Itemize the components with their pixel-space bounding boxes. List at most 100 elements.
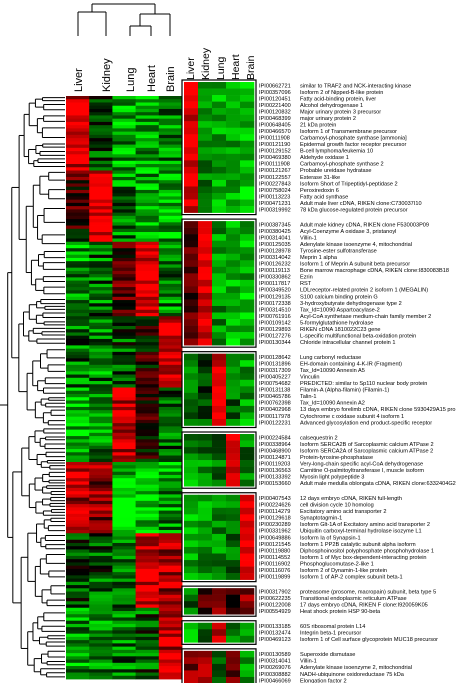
protein-description: RIKEN cDNA 1810022C23 gene [300, 327, 381, 333]
main-heatmap-cell [135, 134, 160, 139]
detail-heatmap-cell [226, 319, 241, 326]
main-heatmap-cell [112, 458, 136, 463]
main-heatmap-cell [158, 442, 183, 447]
main-heatmap-cell [66, 212, 90, 217]
main-heatmap-cell [66, 264, 90, 269]
main-heatmap-cell [135, 351, 160, 356]
main-heatmap-cell [158, 293, 183, 298]
main-heatmap-cell [66, 121, 90, 126]
main-heatmap-cell [135, 614, 160, 618]
main-heatmap-cell [158, 390, 183, 395]
detail-heatmap-cell [240, 473, 255, 481]
main-heatmap-cell [66, 387, 90, 392]
detail-heatmap-cell [212, 134, 227, 142]
detail-heatmap-cell [226, 292, 241, 300]
detail-heatmap-cell [198, 447, 213, 454]
main-heatmap-cell [66, 335, 90, 340]
main-heatmap-cell [112, 212, 136, 217]
cluster-frame [181, 492, 257, 583]
detail-heatmap-cell [240, 88, 255, 96]
main-heatmap-cell [66, 277, 90, 282]
main-heatmap-cell [135, 368, 160, 372]
detail-heatmap-cell [226, 440, 241, 448]
main-heatmap-cell [66, 672, 90, 677]
main-heatmap-cell [158, 484, 183, 489]
main-heatmap-cell [135, 316, 160, 320]
main-heatmap-cell [112, 504, 136, 508]
protein-description: Cytochrome c oxidase subunit 4 isoform 1 [300, 414, 404, 420]
protein-id: IPI00119899 [259, 574, 290, 580]
main-heatmap-cell [89, 180, 113, 184]
main-heatmap-cell [112, 384, 136, 388]
main-heatmap-cell [89, 121, 113, 126]
protein-id: IPI00622235 [259, 596, 291, 602]
main-heatmap-cell [158, 598, 183, 602]
detail-heatmap-cell [198, 635, 213, 643]
detail-heatmap-cell [198, 88, 213, 96]
detail-heatmap-cell [212, 514, 227, 522]
main-heatmap-cell [158, 248, 183, 252]
main-heatmap-cell [158, 303, 183, 307]
main-heatmap-cell [66, 458, 90, 463]
protein-id: IPI00465786 [259, 394, 291, 400]
main-heatmap-cell [89, 338, 113, 343]
main-heatmap-cell [112, 591, 136, 596]
detail-heatmap-cell [240, 299, 255, 307]
detail-heatmap-cell [212, 221, 227, 228]
main-heatmap-cell [112, 306, 136, 311]
main-heatmap-cell [158, 623, 183, 628]
detail-heatmap-cell [212, 88, 227, 96]
main-heatmap-cell [135, 248, 160, 252]
main-heatmap-cell [89, 154, 113, 158]
main-heatmap-cell [135, 581, 160, 586]
cluster-frame [181, 218, 257, 348]
main-heatmap-cell [135, 649, 160, 654]
detail-heatmap-cell [212, 227, 227, 235]
main-heatmap-cell [158, 455, 183, 460]
main-heatmap-cell [66, 669, 90, 673]
main-heatmap-cell [66, 601, 90, 605]
main-heatmap-cell [158, 449, 183, 453]
main-heatmap-cell [112, 549, 136, 554]
main-heatmap-cell [158, 112, 183, 116]
protein-id: IPI00648405 [259, 123, 291, 129]
main-heatmap-cell [66, 384, 90, 388]
detail-heatmap-cell [240, 286, 255, 294]
main-heatmap-cell [66, 491, 90, 495]
main-heatmap-cell [89, 510, 113, 515]
detail-heatmap-cell [226, 240, 241, 248]
main-heatmap-cell [66, 296, 90, 301]
main-column-label: Heart [146, 65, 158, 92]
main-heatmap-cell [158, 643, 183, 648]
protein-description: Isoform 1 of Transmembrane precursor [300, 129, 397, 135]
main-heatmap-cell [89, 319, 113, 324]
main-heatmap-cell [112, 115, 136, 120]
main-heatmap-cell [158, 614, 183, 618]
detail-heatmap-cell [198, 573, 213, 580]
main-heatmap-cell [158, 121, 183, 126]
main-heatmap-cell [135, 500, 160, 505]
main-heatmap-cell [89, 189, 113, 194]
main-heatmap-cell [89, 196, 113, 201]
protein-description: proteasome (prosome, macropain) subunit,… [300, 589, 436, 595]
main-heatmap-cell [112, 484, 136, 489]
detail-heatmap-cell [198, 266, 213, 274]
main-heatmap-cell [135, 193, 160, 197]
protein-id: IPI00116902 [259, 561, 290, 567]
protein-id: IPI00122008 [259, 603, 291, 609]
protein-id: IPI00127276 [259, 333, 291, 339]
detail-heatmap-cell [226, 670, 241, 678]
main-heatmap-cell [89, 248, 113, 252]
main-heatmap-cell [158, 157, 183, 162]
cluster-frame [181, 648, 257, 683]
main-heatmap-cell [112, 241, 136, 246]
protein-description: Filamin-A (Alpha-filamin) (Filamin-1) [300, 388, 389, 394]
main-heatmap-cell [66, 267, 90, 272]
main-heatmap-cell [135, 141, 160, 145]
main-heatmap-cell [135, 206, 160, 210]
detail-heatmap-cell [212, 405, 227, 413]
main-heatmap-cell [112, 157, 136, 162]
detail-heatmap-cell [226, 88, 241, 96]
detail-heatmap-cell [184, 412, 199, 420]
detail-heatmap-cell [184, 127, 199, 135]
